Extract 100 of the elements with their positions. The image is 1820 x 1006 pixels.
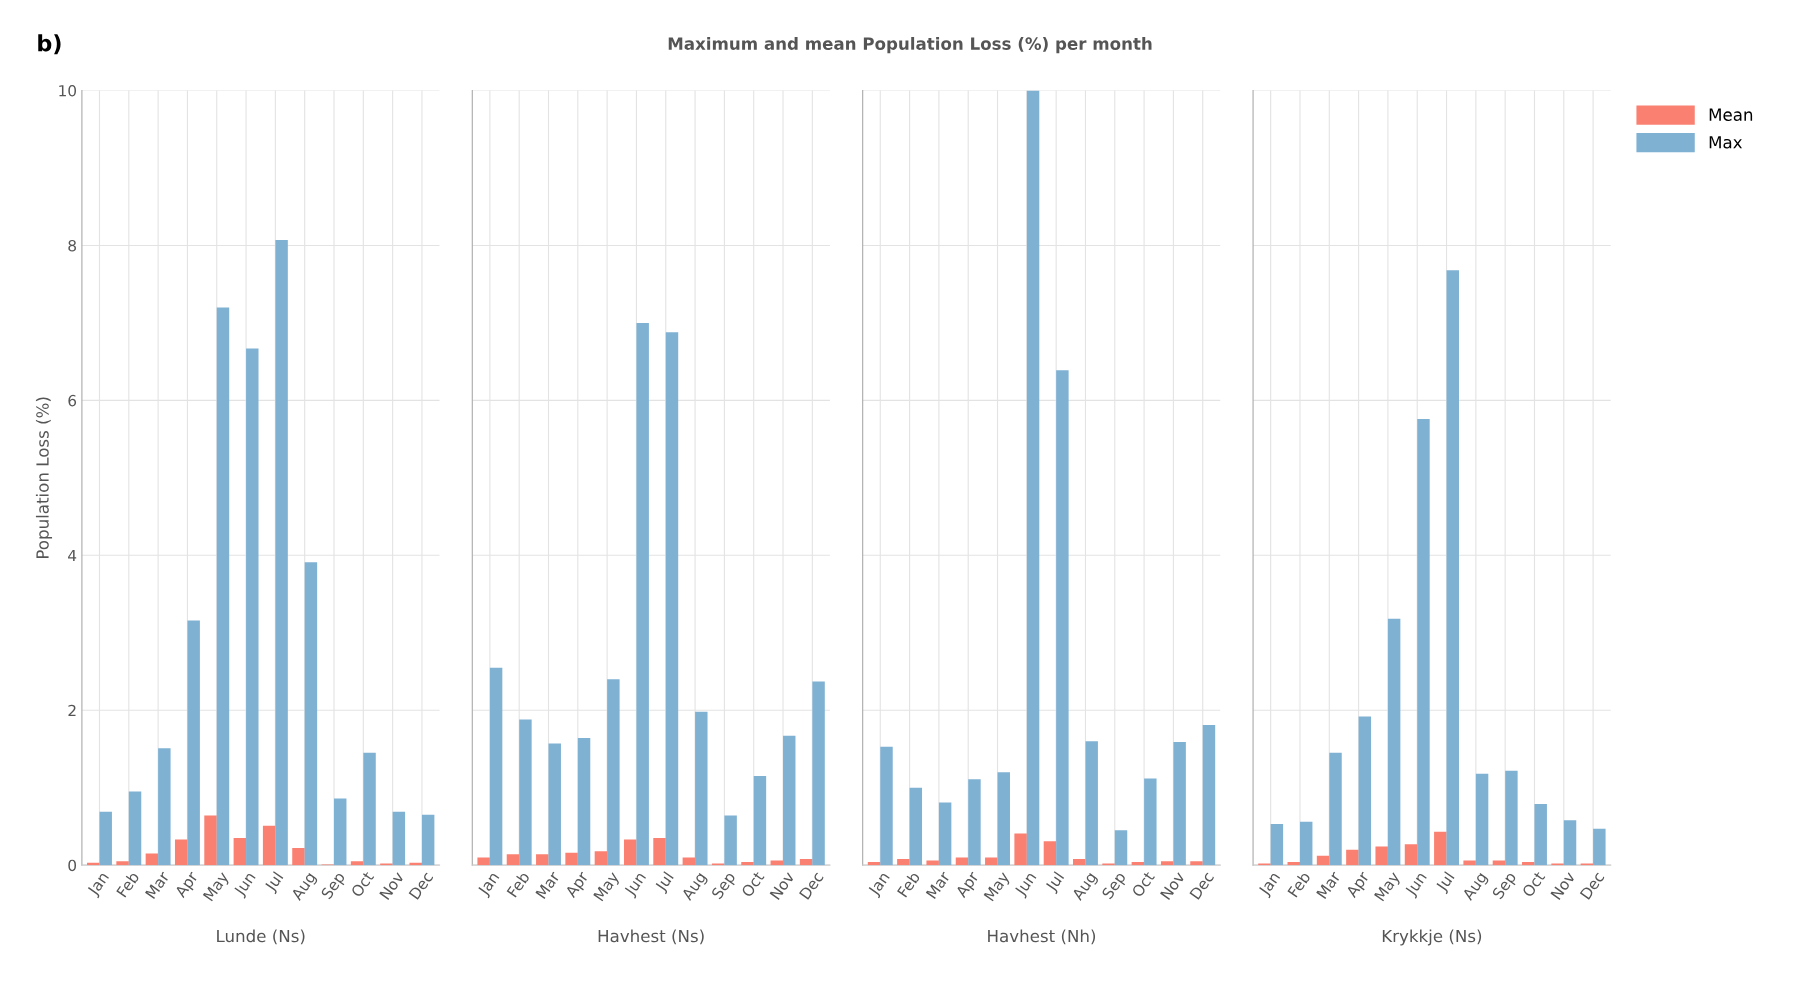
bar <box>938 802 952 866</box>
y-tick-label: 4 <box>68 549 77 562</box>
legend-label: Max <box>1709 136 1743 149</box>
x-tick-label: Jul <box>263 871 286 895</box>
bar <box>1522 862 1535 866</box>
bar <box>548 743 561 866</box>
bar <box>607 679 620 866</box>
x-tick-label: Jul <box>1044 871 1067 895</box>
bar <box>1026 90 1040 866</box>
bar <box>1375 846 1388 866</box>
bar <box>1417 418 1430 866</box>
bar <box>275 240 288 866</box>
bar <box>1160 861 1174 866</box>
bar <box>1563 820 1577 866</box>
bar <box>623 839 637 866</box>
bar <box>1434 831 1447 866</box>
bar <box>158 748 171 866</box>
bar <box>1114 830 1128 866</box>
bar <box>783 735 796 866</box>
y-tick-label: 0 <box>68 859 77 872</box>
bar <box>1593 828 1606 866</box>
bar <box>1299 821 1313 866</box>
bar <box>1014 833 1027 866</box>
x-tick-label: Sep <box>1491 870 1519 902</box>
bar <box>246 348 259 866</box>
bar <box>187 620 200 866</box>
x-tick-label: Jun <box>1404 871 1430 899</box>
bar <box>985 857 998 866</box>
x-tick-label: Oct <box>350 870 375 898</box>
bar <box>506 854 520 866</box>
bar <box>695 711 708 866</box>
x-tick-label: Jul <box>653 871 677 895</box>
bar <box>204 815 217 866</box>
bar <box>1085 741 1098 866</box>
x-tick-label: Sep <box>1101 870 1129 902</box>
bar <box>350 861 364 866</box>
bar <box>799 858 813 866</box>
bar <box>665 332 679 866</box>
text: Maximum and mean Population Loss (%) per month <box>668 37 1152 54</box>
bar <box>753 776 767 866</box>
bar <box>812 681 825 866</box>
bar <box>334 798 347 866</box>
bar <box>1190 861 1203 866</box>
bar <box>1173 742 1186 866</box>
x-tick-label: Oct <box>740 870 765 898</box>
x-tick-label: Jul <box>1434 871 1457 895</box>
bar <box>880 746 893 866</box>
bar <box>1131 862 1145 866</box>
bar <box>536 854 549 866</box>
bar <box>1475 773 1489 866</box>
bar <box>1404 844 1418 866</box>
bar <box>421 814 435 866</box>
bar <box>116 861 129 866</box>
x-tick-label: Jan <box>867 871 893 899</box>
bar <box>1056 370 1069 866</box>
bar <box>997 772 1010 866</box>
bar <box>1043 841 1057 866</box>
bar <box>216 307 230 866</box>
x-axis-title: Havhest (Nh) <box>988 929 1096 945</box>
bar <box>1463 860 1476 866</box>
x-tick-label: Jan <box>86 871 112 899</box>
bar <box>519 719 532 866</box>
y-tick-label: 6 <box>68 394 77 407</box>
x-axis-title: Havhest (Ns) <box>598 929 704 945</box>
x-tick-label: Oct <box>1131 870 1156 898</box>
bar <box>724 815 737 866</box>
bar <box>233 838 247 866</box>
bar <box>477 857 490 866</box>
bar <box>565 852 578 866</box>
bar <box>1144 778 1157 866</box>
bar <box>1446 270 1459 866</box>
bar <box>304 562 318 866</box>
legend-label: Mean <box>1709 108 1753 121</box>
x-tick-label: Jun <box>623 871 649 899</box>
x-tick-label: Jan <box>477 871 502 899</box>
bar <box>1287 862 1300 866</box>
bar <box>1534 803 1547 866</box>
bar <box>909 787 923 866</box>
bar <box>897 858 910 866</box>
bar <box>968 779 981 866</box>
bar <box>867 862 881 866</box>
bar <box>1316 855 1330 866</box>
text: b) <box>38 34 61 55</box>
bar <box>594 851 608 866</box>
y-tick-label: 2 <box>68 704 76 717</box>
bar <box>489 667 503 866</box>
x-tick-label: Oct <box>1521 870 1546 898</box>
x-tick-label: Jun <box>1013 871 1039 899</box>
bar <box>262 825 276 866</box>
x-tick-label: Jun <box>233 871 259 899</box>
bar <box>99 811 112 866</box>
x-tick-label: Feb <box>115 870 140 898</box>
x-tick-label: Sep <box>710 870 739 902</box>
bar <box>392 811 406 866</box>
bar <box>926 860 939 866</box>
bar <box>682 857 696 866</box>
bar <box>174 839 188 866</box>
x-tick-label: Sep <box>320 870 348 902</box>
bar <box>292 848 305 866</box>
y-tick-label: 8 <box>68 239 76 252</box>
